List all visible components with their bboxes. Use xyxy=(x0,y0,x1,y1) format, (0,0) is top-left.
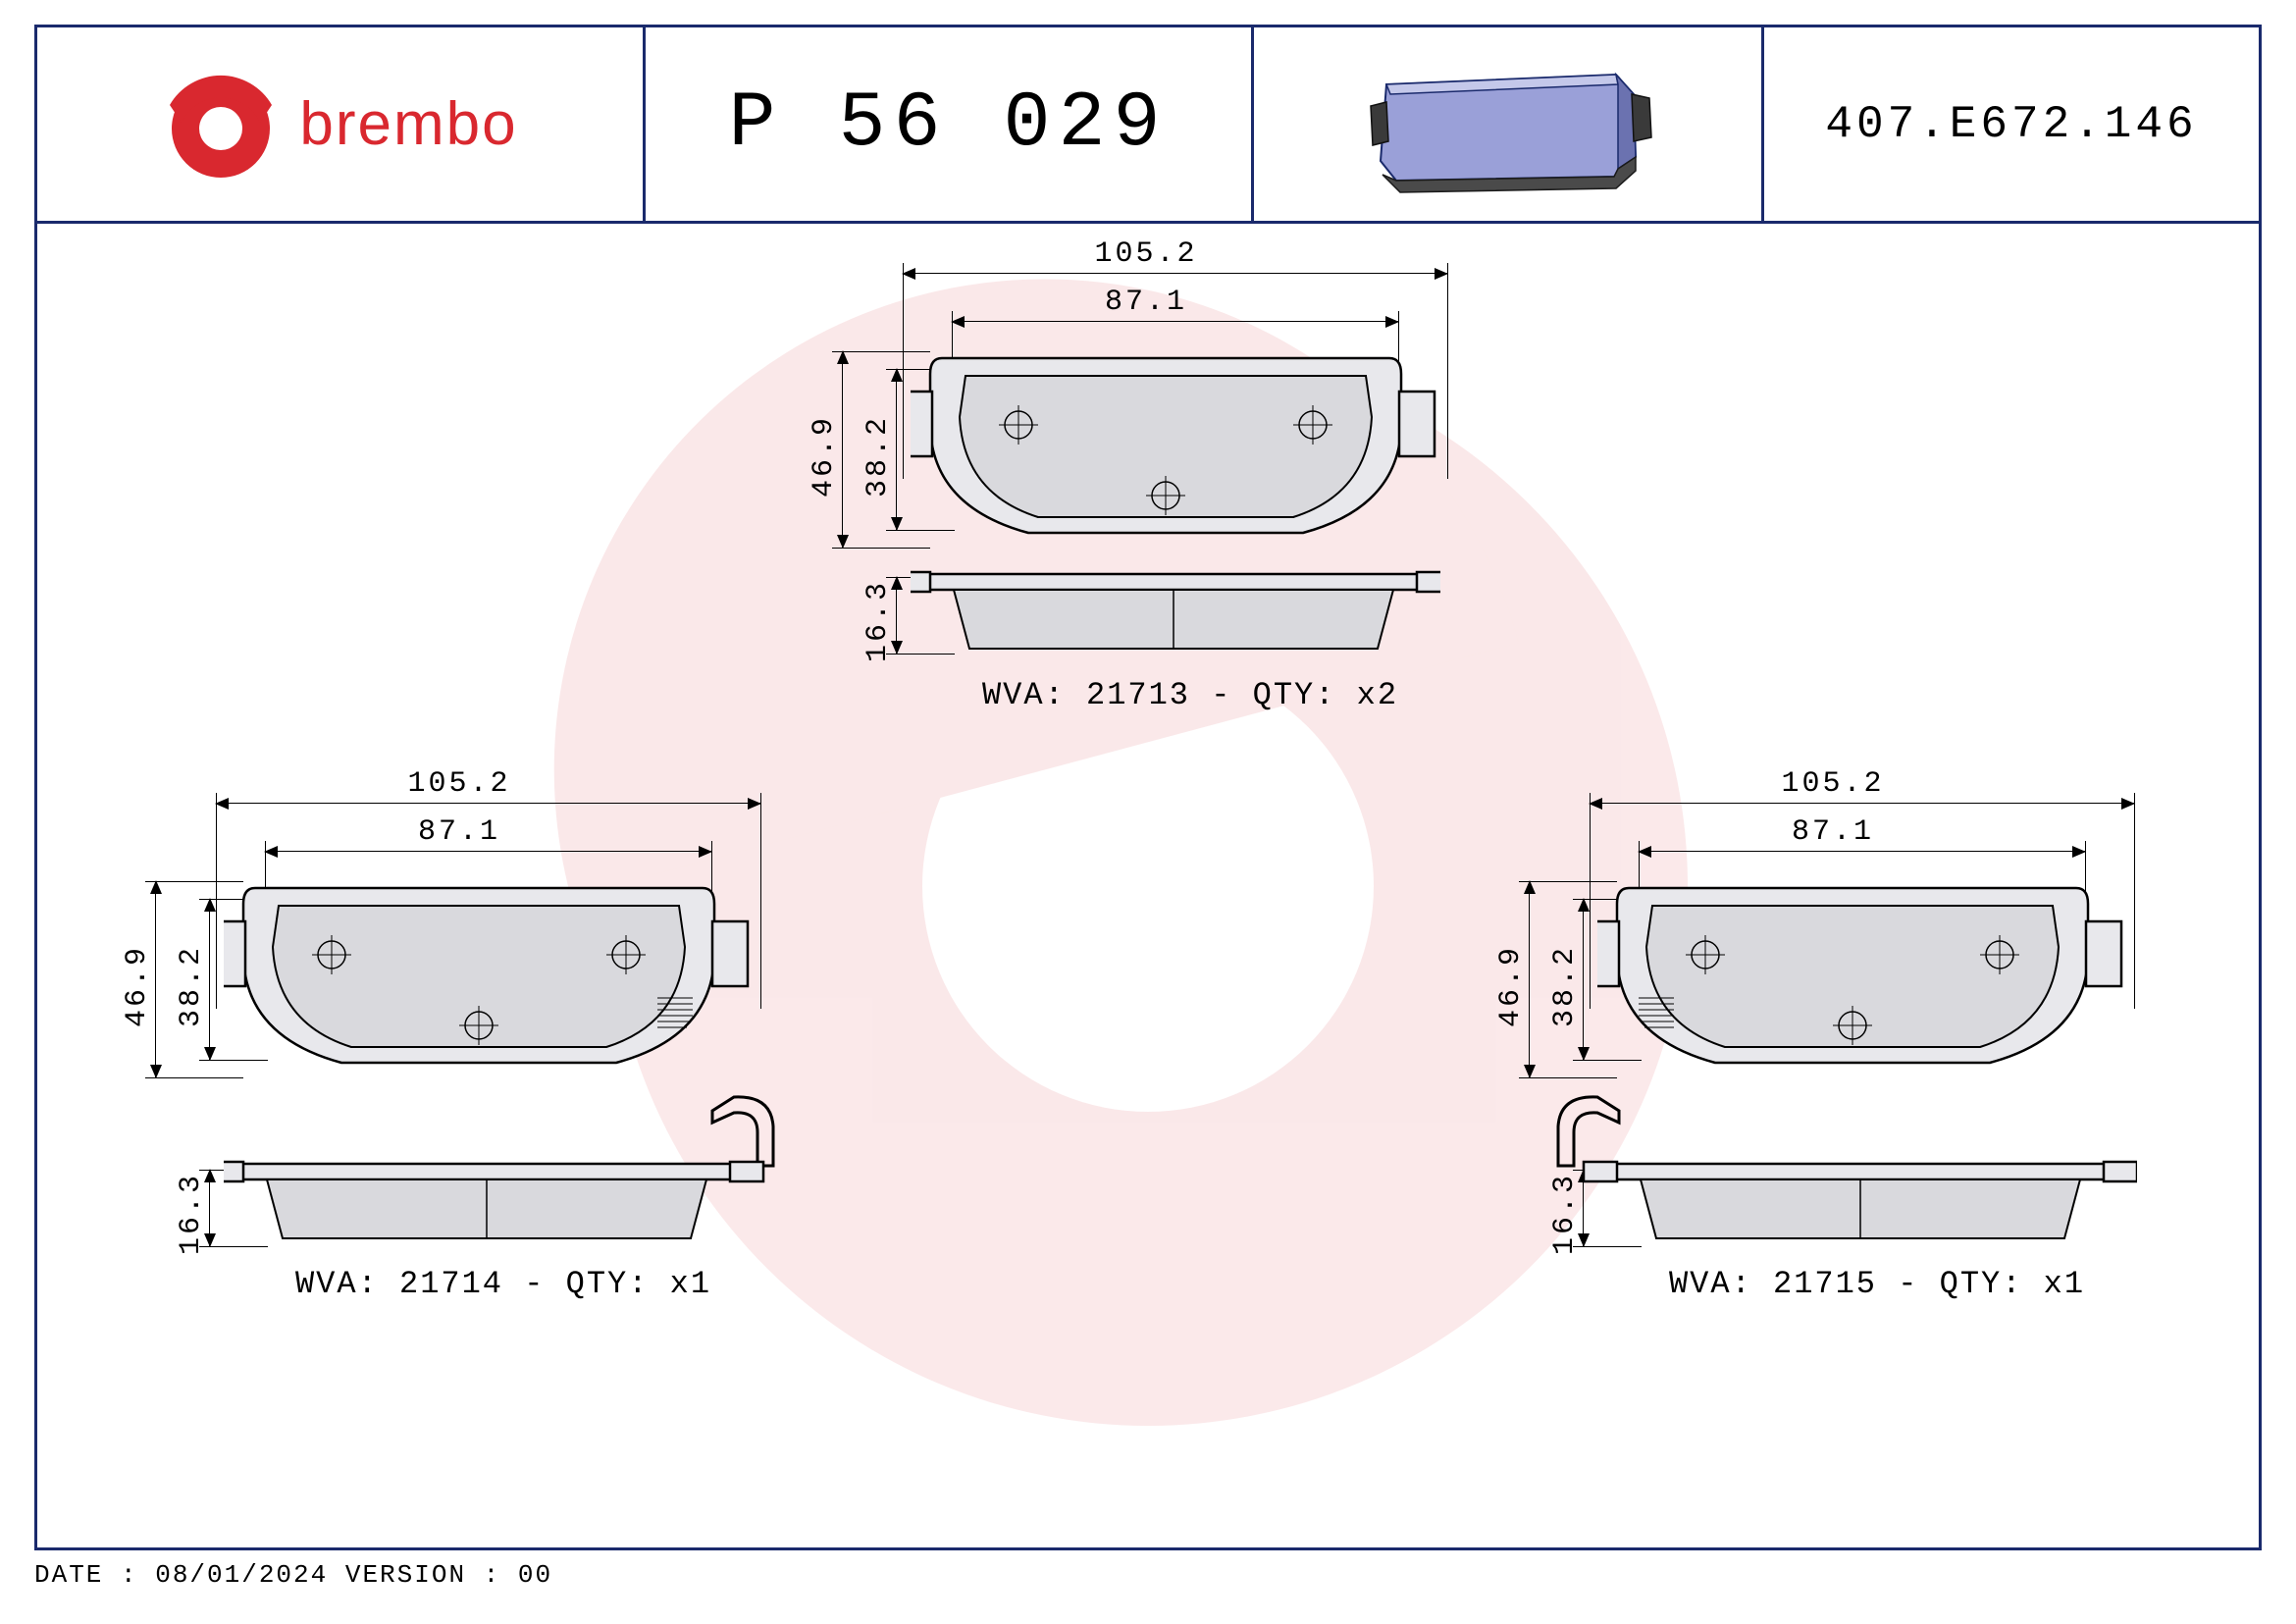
dim-width-outer: 105.2 xyxy=(135,773,783,817)
pad-wva-label: WVA: 21713 - QTY: x2 xyxy=(911,677,1470,713)
dim-width-inner: 87.1 xyxy=(135,821,783,865)
dim-value: 16.3 xyxy=(861,580,895,662)
pad-side-view xyxy=(930,571,1421,659)
qty-value: x1 xyxy=(2044,1266,2085,1302)
wva-number: 21713 xyxy=(1086,677,1190,713)
wva-number: 21715 xyxy=(1773,1266,1877,1302)
qty-value: x2 xyxy=(1357,677,1398,713)
pad-3d-render xyxy=(1341,51,1675,198)
dim-value: 46.9 xyxy=(808,415,841,498)
document-number: 407.E672.146 xyxy=(1825,99,2197,150)
wva-number: 21714 xyxy=(399,1266,503,1302)
pad-view-21713: 105.2 87.1 46.9 38.2 xyxy=(822,243,1470,713)
pad-face-view xyxy=(1617,875,2108,1072)
dim-value: 105.2 xyxy=(135,767,783,801)
dim-width-outer: 105.2 xyxy=(822,243,1470,288)
logo-text: brembo xyxy=(299,89,517,159)
pad-view-21715: 105.2 87.1 46.9 38.2 xyxy=(1509,773,2157,1302)
part-number-cell: P 56 029 xyxy=(646,27,1254,221)
dim-value: 38.2 xyxy=(861,415,895,498)
dim-height-outer: 46.9 xyxy=(126,881,180,1077)
logo-cell: brembo xyxy=(37,27,646,221)
dim-value: 46.9 xyxy=(1494,945,1528,1027)
dim-value: 16.3 xyxy=(175,1173,208,1255)
dim-value: 38.2 xyxy=(1548,945,1582,1027)
part-number: P 56 029 xyxy=(728,79,1168,169)
pad-wva-label: WVA: 21715 - QTY: x1 xyxy=(1597,1266,2157,1302)
pad-side-view xyxy=(243,1160,734,1248)
dim-value: 105.2 xyxy=(1509,767,2157,801)
footer-date-version: DATE : 08/01/2024 VERSION : 00 xyxy=(34,1560,552,1590)
dim-width-outer: 105.2 xyxy=(1509,773,2157,817)
pad-wva-label: WVA: 21714 - QTY: x1 xyxy=(224,1266,783,1302)
qty-value: x1 xyxy=(670,1266,711,1302)
pad-face-view xyxy=(243,875,734,1072)
title-block: brembo P 56 029 407.E672.146 xyxy=(37,27,2259,224)
dim-height-outer: 46.9 xyxy=(812,351,866,548)
pad-side-view xyxy=(1617,1160,2108,1248)
dim-value: 38.2 xyxy=(175,945,208,1027)
dim-value: 46.9 xyxy=(121,945,154,1027)
dim-value: 105.2 xyxy=(822,237,1470,271)
dim-value: 87.1 xyxy=(135,815,783,849)
dim-width-inner: 87.1 xyxy=(1509,821,2157,865)
drawing-body: 105.2 87.1 46.9 38.2 xyxy=(37,224,2259,1547)
dim-value: 87.1 xyxy=(1509,815,2157,849)
logo-icon xyxy=(162,66,280,183)
pad-face-view xyxy=(930,345,1421,542)
drawing-sheet: brembo P 56 029 407.E672.146 xyxy=(34,25,2262,1550)
document-number-cell: 407.E672.146 xyxy=(1764,27,2259,221)
pad-view-21714: 105.2 87.1 46.9 38.2 xyxy=(135,773,783,1302)
dim-width-inner: 87.1 xyxy=(822,291,1470,336)
dim-height-outer: 46.9 xyxy=(1499,881,1553,1077)
render-cell xyxy=(1254,27,1764,221)
brembo-logo: brembo xyxy=(162,66,517,183)
dim-value: 87.1 xyxy=(822,286,1470,319)
